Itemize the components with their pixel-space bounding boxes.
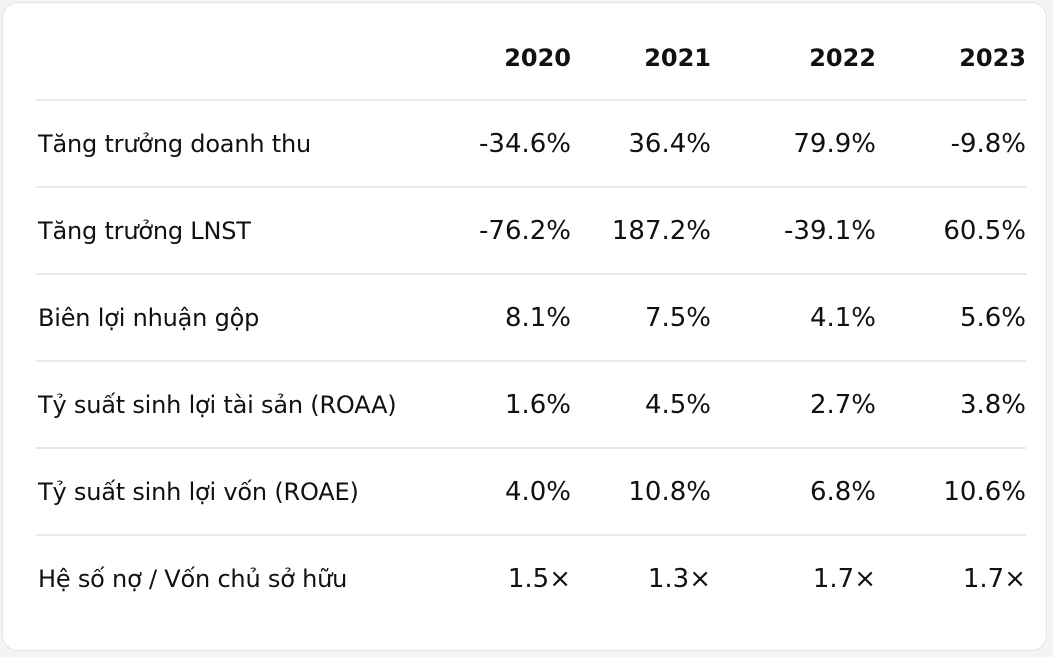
table-cell: 1.5×: [507, 563, 571, 594]
table-cell: 8.1%: [446, 274, 571, 362]
table-cell: 79.9%: [711, 100, 876, 188]
table-cell: 4.1%: [711, 274, 876, 362]
table-cell: 6.8%: [711, 448, 876, 536]
row-label: Hệ số nợ / Vốn chủ sở hữu: [38, 564, 348, 593]
table-cell: 60.5%: [876, 187, 1026, 275]
table-row: Tăng trưởng doanh thu -34.6% 36.4% 79.9%…: [36, 100, 1026, 188]
table-cell: 5.6%: [876, 274, 1026, 362]
row-label: Biên lợi nhuận gộp: [36, 274, 446, 362]
table-row: Tỷ suất sinh lợi vốn (ROAE) 4.0% 10.8% 6…: [36, 448, 1026, 536]
table-cell: -34.6%: [446, 100, 571, 188]
table-cell: -9.8%: [876, 100, 1026, 188]
table-cell: 3.8%: [876, 361, 1026, 449]
header-year: 2021: [571, 17, 711, 101]
table-cell: 7.5%: [571, 274, 711, 362]
header-year: 2022: [711, 17, 876, 101]
table-cell: 10.6%: [876, 448, 1026, 536]
table-cell: -39.1%: [711, 187, 876, 275]
table-cell: 4.0%: [446, 448, 571, 536]
table-cell: 2.7%: [711, 361, 876, 449]
header-year: 2020: [446, 17, 571, 101]
header-year: 2023: [876, 17, 1026, 101]
financial-ratios-table: 2020 2021 2022 2023 Tăng trưởng doanh th…: [36, 17, 1026, 621]
header-label-cell: [36, 17, 446, 101]
header-row: 2020 2021 2022 2023: [36, 17, 1026, 101]
table-cell: 187.2%: [571, 187, 711, 275]
table-row: Tăng trưởng LNST -76.2% 187.2% -39.1% 60…: [36, 187, 1026, 275]
row-label: Tăng trưởng doanh thu: [36, 100, 446, 188]
table-row: Tỷ suất sinh lợi tài sản (ROAA) 1.6% 4.5…: [36, 361, 1026, 449]
row-label: Tăng trưởng LNST: [36, 187, 446, 275]
table-cell: -76.2%: [446, 187, 571, 275]
table-row: Hệ số nợ / Vốn chủ sở hữu 1.5× 1.3× 1.7×…: [36, 535, 1026, 621]
table-row: Biên lợi nhuận gộp 8.1% 7.5% 4.1% 5.6%: [36, 274, 1026, 362]
table-cell: 4.5%: [571, 361, 711, 449]
table-cell: 1.6%: [446, 361, 571, 449]
table-cell: 36.4%: [571, 100, 711, 188]
table-cell: 1.3×: [647, 563, 711, 594]
row-label: Tỷ suất sinh lợi tài sản (ROAA): [36, 361, 446, 449]
table-cell: 1.7×: [962, 563, 1026, 594]
table-cell: 10.8%: [571, 448, 711, 536]
row-label: Tỷ suất sinh lợi vốn (ROAE): [36, 448, 446, 536]
table-cell: 1.7×: [812, 563, 876, 594]
